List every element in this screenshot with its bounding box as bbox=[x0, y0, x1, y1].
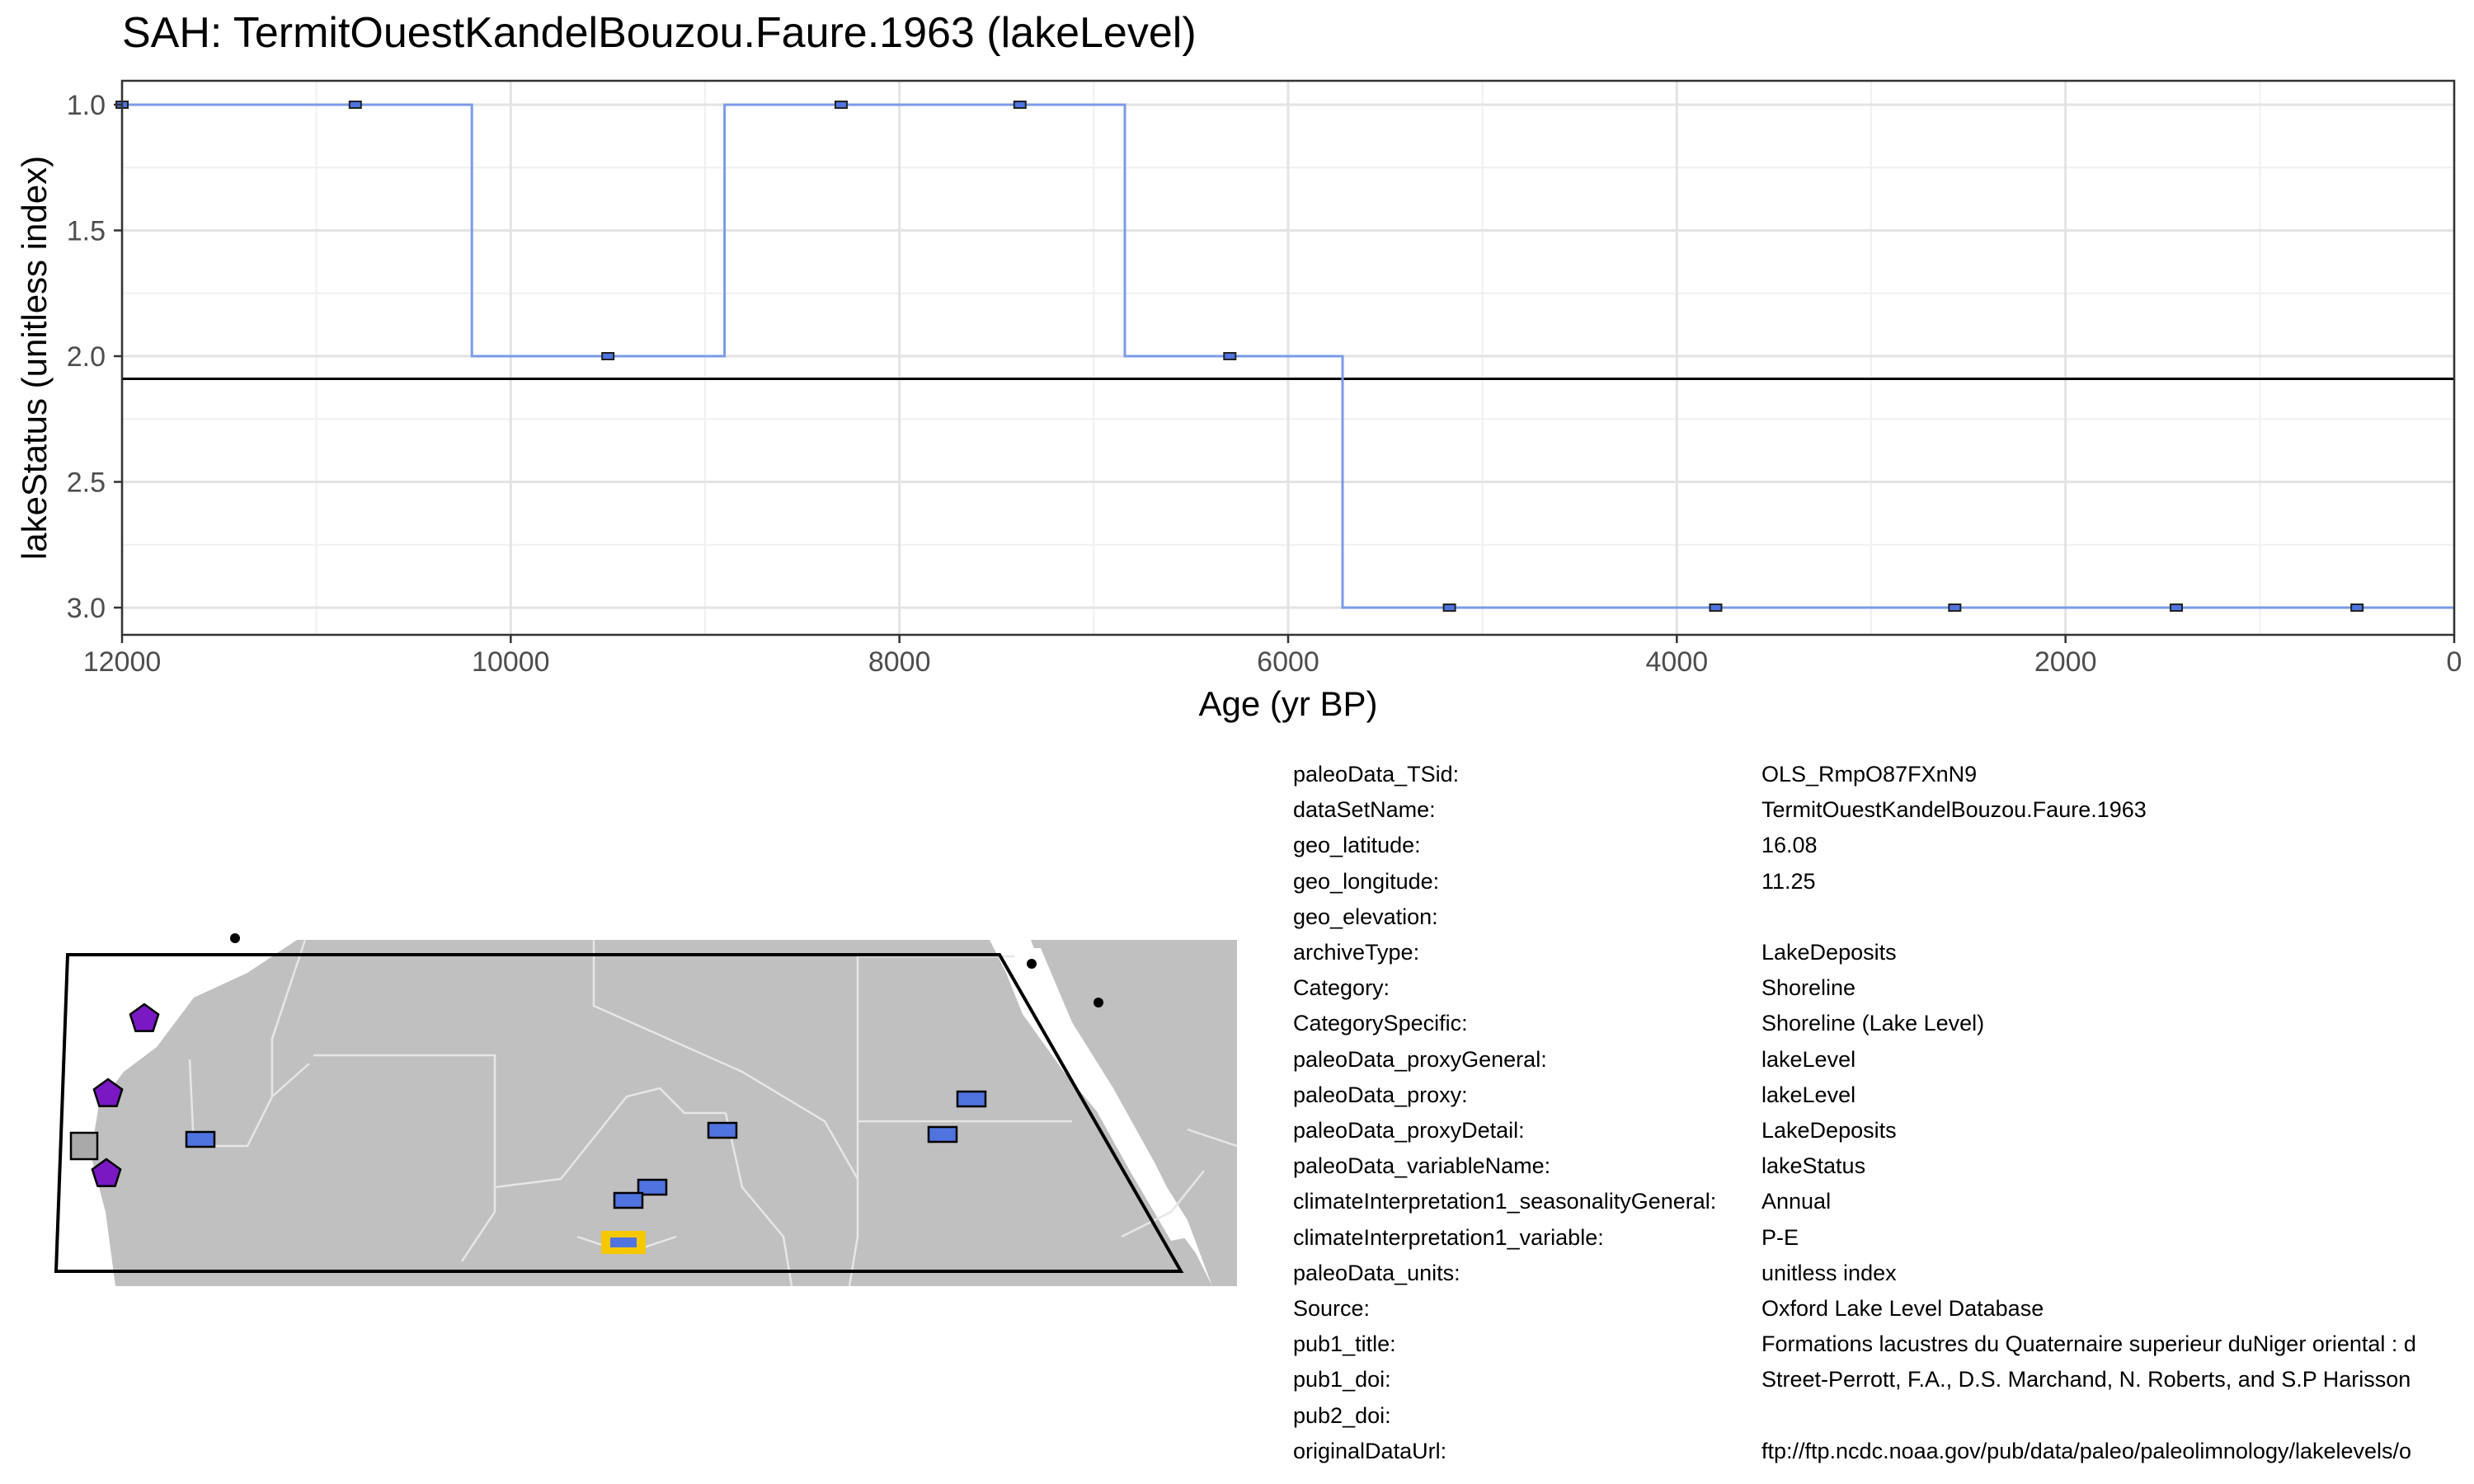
lake-status-plot: 12000 10000 8000 6000 4000 2000 0 1.0 1.5 2.0 2.5… bbox=[15, 79, 2462, 723]
data-point bbox=[1709, 603, 1723, 612]
y-tick-label: 2.0 bbox=[67, 341, 106, 373]
metadata-key: climateInterpretation1_variable: bbox=[1293, 1224, 1604, 1250]
metadata-key: CategorySpecific: bbox=[1293, 1011, 1468, 1036]
metadata-value: lakeStatus bbox=[1761, 1153, 1866, 1179]
y-tick-label: 2.5 bbox=[67, 467, 106, 499]
metadata-key: dataSetName: bbox=[1293, 797, 1436, 823]
x-tick-label: 12000 bbox=[83, 646, 162, 678]
metadata-key: geo_longitude: bbox=[1293, 868, 1440, 894]
metadata-value: 16.08 bbox=[1761, 833, 1818, 858]
y-tick-label: 1.0 bbox=[67, 90, 106, 121]
metadata-key: originalDataUrl: bbox=[1293, 1438, 1447, 1463]
metadata-value: P-E bbox=[1761, 1224, 1799, 1250]
chart-title: SAH: TermitOuestKandelBouzou.Faure.1963 … bbox=[122, 9, 1197, 57]
x-tick-label: 0 bbox=[2447, 646, 2462, 678]
metadata-value: unitless index bbox=[1761, 1260, 1897, 1285]
x-tick-label: 4000 bbox=[1646, 646, 1709, 678]
x-tick-label: 10000 bbox=[472, 646, 550, 678]
x-axis: 12000 10000 8000 6000 4000 2000 0 bbox=[83, 635, 2462, 678]
metadata-value: ftp://ftp.ncdc.noaa.gov/pub/data/paleo/p… bbox=[1761, 1438, 2412, 1463]
metadata-value: TermitOuestKandelBouzou.Faure.1963 bbox=[1761, 797, 2147, 823]
lake-status-step-line bbox=[122, 103, 2454, 609]
metadata-key: paleoData_proxy: bbox=[1293, 1082, 1468, 1107]
metadata-value: Annual bbox=[1761, 1189, 1832, 1214]
data-point bbox=[1442, 603, 1456, 612]
metadata-key: pub1_doi: bbox=[1293, 1367, 1391, 1392]
metadata-key: pub1_title: bbox=[1293, 1331, 1396, 1357]
metadata-key: archiveType: bbox=[1293, 940, 1420, 965]
metadata-key: pub2_doi: bbox=[1293, 1402, 1391, 1428]
x-tick-label: 6000 bbox=[1257, 646, 1319, 678]
data-point bbox=[834, 101, 848, 109]
data-point bbox=[1223, 352, 1237, 360]
metadata-key: paleoData_TSid: bbox=[1293, 762, 1460, 787]
metadata-value: LakeDeposits bbox=[1761, 940, 1897, 965]
metadata-value: Street-Perrott, F.A., D.S. Marchand, N. … bbox=[1761, 1367, 2411, 1392]
y-axis: 1.0 1.5 2.0 2.5 3.0 bbox=[67, 90, 122, 624]
data-point bbox=[601, 352, 615, 360]
metadata-key: paleoData_proxyGeneral: bbox=[1293, 1046, 1547, 1072]
metadata-key: geo_latitude: bbox=[1293, 833, 1421, 858]
metadata-key: Source: bbox=[1293, 1296, 1371, 1321]
metadata-value: 11.25 bbox=[1761, 868, 1816, 894]
metadata-value: Shoreline bbox=[1761, 975, 1856, 1001]
data-point bbox=[2169, 603, 2183, 612]
metadata-value: OLS_RmpO87FXnN9 bbox=[1761, 762, 1978, 787]
metadata-value: lakeLevel bbox=[1761, 1046, 1856, 1072]
metadata-key: Category: bbox=[1293, 975, 1390, 1001]
metadata-value: Formations lacustres du Quaternaire supe… bbox=[1761, 1331, 2416, 1357]
metadata-key: paleoData_proxyDetail: bbox=[1293, 1118, 1525, 1143]
x-tick-label: 8000 bbox=[868, 646, 931, 678]
metadata-key: climateInterpretation1_seasonalityGenera… bbox=[1293, 1189, 1717, 1214]
y-tick-label: 1.5 bbox=[67, 216, 106, 247]
metadata-key: geo_elevation: bbox=[1293, 904, 1438, 929]
data-point bbox=[1948, 603, 1962, 612]
y-tick-label: 3.0 bbox=[67, 593, 106, 624]
data-point bbox=[2350, 603, 2364, 612]
metadata-key: paleoData_variableName: bbox=[1293, 1153, 1551, 1179]
metadata-value: LakeDeposits bbox=[1761, 1118, 1897, 1143]
y-axis-label: lakeStatus (unitless index) bbox=[15, 156, 54, 560]
metadata-value: Shoreline (Lake Level) bbox=[1761, 1011, 1985, 1036]
data-point bbox=[348, 101, 362, 109]
metadata-value: lakeLevel bbox=[1761, 1082, 1856, 1107]
metadata-value: Oxford Lake Level Database bbox=[1761, 1296, 2044, 1321]
x-tick-label: 2000 bbox=[2034, 646, 2097, 678]
data-point bbox=[1013, 101, 1027, 109]
metadata-key: paleoData_units: bbox=[1293, 1260, 1460, 1285]
x-axis-label: Age (yr BP) bbox=[1198, 684, 1377, 723]
